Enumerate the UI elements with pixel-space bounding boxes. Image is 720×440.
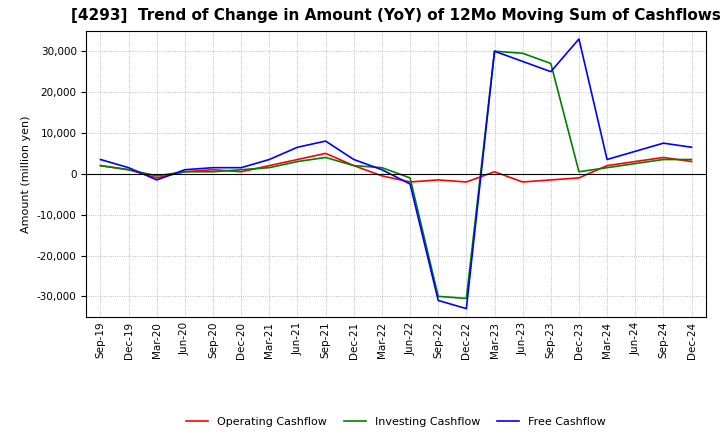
Investing Cashflow: [377, 165, 386, 170]
Free Cashflow: [659, 140, 667, 146]
Investing Cashflow: [518, 51, 527, 56]
Free Cashflow: [209, 165, 217, 170]
Investing Cashflow: [125, 167, 133, 172]
Operating Cashflow: [518, 180, 527, 185]
Operating Cashflow: [153, 175, 161, 180]
Free Cashflow: [153, 177, 161, 183]
Operating Cashflow: [434, 177, 443, 183]
Free Cashflow: [603, 157, 611, 162]
Operating Cashflow: [575, 175, 583, 180]
Free Cashflow: [125, 165, 133, 170]
Investing Cashflow: [293, 159, 302, 164]
Free Cashflow: [490, 48, 499, 54]
Operating Cashflow: [490, 169, 499, 174]
Operating Cashflow: [406, 180, 415, 185]
Legend: Operating Cashflow, Investing Cashflow, Free Cashflow: Operating Cashflow, Investing Cashflow, …: [181, 412, 611, 431]
Free Cashflow: [518, 59, 527, 64]
Free Cashflow: [321, 139, 330, 144]
Operating Cashflow: [96, 163, 105, 168]
Investing Cashflow: [209, 169, 217, 174]
Operating Cashflow: [125, 167, 133, 172]
Investing Cashflow: [434, 294, 443, 299]
Free Cashflow: [406, 181, 415, 187]
Line: Free Cashflow: Free Cashflow: [101, 39, 691, 308]
Operating Cashflow: [181, 169, 189, 174]
Investing Cashflow: [631, 161, 639, 166]
Free Cashflow: [687, 145, 696, 150]
Investing Cashflow: [181, 169, 189, 174]
Y-axis label: Amount (million yen): Amount (million yen): [22, 115, 32, 233]
Title: [4293]  Trend of Change in Amount (YoY) of 12Mo Moving Sum of Cashflows: [4293] Trend of Change in Amount (YoY) o…: [71, 7, 720, 23]
Investing Cashflow: [265, 165, 274, 170]
Investing Cashflow: [603, 165, 611, 170]
Investing Cashflow: [575, 169, 583, 174]
Free Cashflow: [96, 157, 105, 162]
Free Cashflow: [462, 306, 471, 311]
Operating Cashflow: [377, 173, 386, 179]
Investing Cashflow: [321, 155, 330, 160]
Operating Cashflow: [265, 163, 274, 168]
Free Cashflow: [349, 157, 358, 162]
Operating Cashflow: [462, 180, 471, 185]
Investing Cashflow: [406, 175, 415, 180]
Line: Operating Cashflow: Operating Cashflow: [101, 154, 691, 182]
Operating Cashflow: [349, 163, 358, 168]
Investing Cashflow: [349, 163, 358, 168]
Investing Cashflow: [237, 167, 246, 172]
Operating Cashflow: [631, 159, 639, 164]
Operating Cashflow: [209, 167, 217, 172]
Line: Investing Cashflow: Investing Cashflow: [101, 51, 691, 298]
Operating Cashflow: [237, 169, 246, 174]
Free Cashflow: [434, 298, 443, 303]
Operating Cashflow: [546, 177, 555, 183]
Operating Cashflow: [603, 163, 611, 168]
Free Cashflow: [631, 149, 639, 154]
Operating Cashflow: [293, 157, 302, 162]
Free Cashflow: [265, 157, 274, 162]
Free Cashflow: [181, 167, 189, 172]
Investing Cashflow: [96, 163, 105, 168]
Free Cashflow: [546, 69, 555, 74]
Free Cashflow: [575, 37, 583, 42]
Operating Cashflow: [659, 155, 667, 160]
Investing Cashflow: [687, 157, 696, 162]
Free Cashflow: [293, 145, 302, 150]
Investing Cashflow: [153, 173, 161, 179]
Free Cashflow: [377, 167, 386, 172]
Investing Cashflow: [490, 48, 499, 54]
Free Cashflow: [237, 165, 246, 170]
Operating Cashflow: [687, 159, 696, 164]
Operating Cashflow: [321, 151, 330, 156]
Investing Cashflow: [462, 296, 471, 301]
Investing Cashflow: [546, 61, 555, 66]
Investing Cashflow: [659, 157, 667, 162]
